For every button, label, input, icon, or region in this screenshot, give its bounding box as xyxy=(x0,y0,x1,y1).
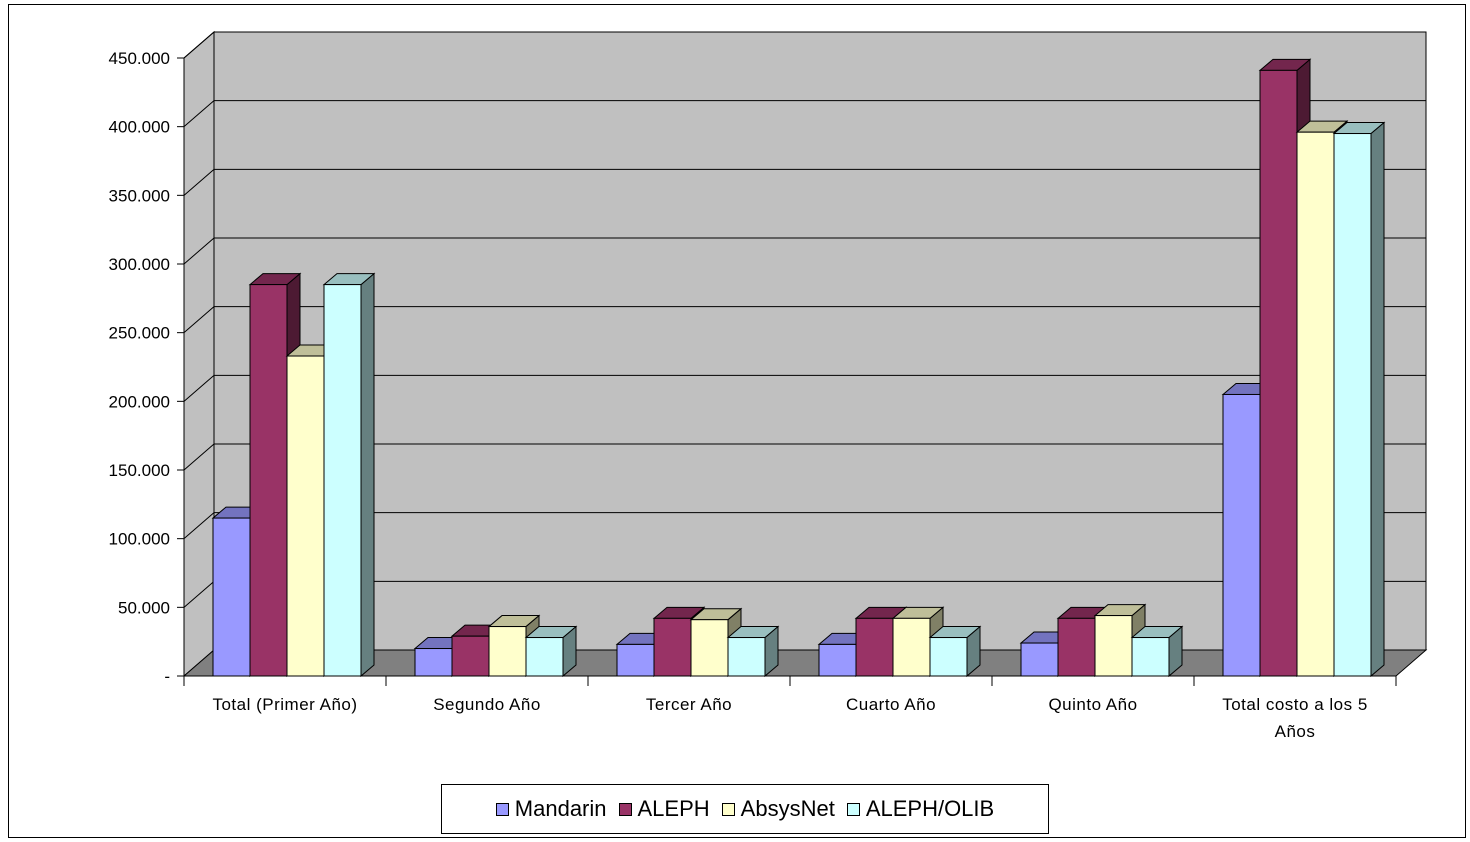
y-tick-label: 200.000 xyxy=(109,392,170,411)
x-category-label: Tercer Año xyxy=(646,695,732,714)
bar-aleph-olib xyxy=(525,637,564,677)
x-category-label: Quinto Año xyxy=(1048,695,1137,714)
bar-absysnet xyxy=(690,619,729,677)
gridline xyxy=(183,237,1426,265)
gridline xyxy=(183,31,1426,59)
gridline xyxy=(183,374,1426,402)
bar-aleph xyxy=(855,617,894,677)
bar-mandarin xyxy=(212,517,251,677)
bar-mandarin xyxy=(616,643,655,677)
gridline xyxy=(183,306,1426,334)
y-tick-label: 50.000 xyxy=(118,598,170,617)
y-tick-label: 250.000 xyxy=(109,324,170,343)
bar-mandarin xyxy=(414,648,453,677)
bar-aleph-olib-side xyxy=(1370,121,1385,678)
bar-aleph-olib xyxy=(727,637,766,677)
y-tick-label: 100.000 xyxy=(109,530,170,549)
bar-absysnet xyxy=(1094,615,1133,677)
y-tick-label: 300.000 xyxy=(109,255,170,274)
legend-swatch-mandarin xyxy=(495,802,509,816)
legend-label-aleph: ALEPH xyxy=(637,796,710,821)
gridline xyxy=(183,168,1426,196)
bar-mandarin xyxy=(818,643,857,677)
x-category-label: Segundo Año xyxy=(433,695,541,714)
legend-item-mandarin: Mandarin xyxy=(495,796,607,822)
bar-aleph xyxy=(653,617,692,677)
legend-item-absysnet: AbsysNet xyxy=(721,796,835,822)
gridline xyxy=(183,443,1426,471)
bar-absysnet xyxy=(892,617,931,677)
bar-aleph-olib xyxy=(929,637,968,677)
bar-aleph xyxy=(1057,617,1096,677)
gridline xyxy=(183,100,1426,128)
bar-aleph-olib xyxy=(1333,133,1372,677)
chart-side-wall xyxy=(183,30,215,678)
bar-aleph-olib xyxy=(323,284,362,677)
bar-mandarin xyxy=(1222,393,1261,677)
bar-aleph xyxy=(451,635,490,677)
y-tick-label: 350.000 xyxy=(109,186,170,205)
bar-aleph-olib xyxy=(1131,637,1170,677)
y-tick-label: 400.000 xyxy=(109,118,170,137)
x-category-label: Años xyxy=(1275,722,1316,741)
legend-label-mandarin: Mandarin xyxy=(514,796,607,821)
legend-swatch-aleph xyxy=(618,802,632,816)
chart-legend: Mandarin ALEPH AbsysNet ALEPH/OLIB xyxy=(441,784,1049,834)
bar-aleph xyxy=(249,284,288,677)
legend-item-aleph-olib: ALEPH/OLIB xyxy=(846,796,995,822)
legend-swatch-absysnet xyxy=(721,802,735,816)
bar-aleph-olib-side xyxy=(360,272,375,678)
x-category-label: Cuarto Año xyxy=(846,695,936,714)
legend-item-aleph: ALEPH xyxy=(618,796,710,822)
legend-swatch-aleph-olib xyxy=(846,802,860,816)
bar-aleph xyxy=(1259,69,1298,677)
y-tick-label: - xyxy=(164,667,170,686)
x-category-label: Total (Primer Año) xyxy=(212,695,357,714)
bar-absysnet xyxy=(1296,131,1335,677)
gridline xyxy=(183,512,1426,540)
x-category-label: Total costo a los 5 xyxy=(1222,695,1368,714)
legend-label-absysnet: AbsysNet xyxy=(740,796,835,821)
y-tick-label: 150.000 xyxy=(109,461,170,480)
bar-absysnet xyxy=(286,355,325,677)
bar-absysnet xyxy=(488,626,527,677)
bar-mandarin xyxy=(1020,642,1059,677)
y-tick-label: 450.000 xyxy=(109,49,170,68)
legend-label-aleph-olib: ALEPH/OLIB xyxy=(865,796,995,821)
